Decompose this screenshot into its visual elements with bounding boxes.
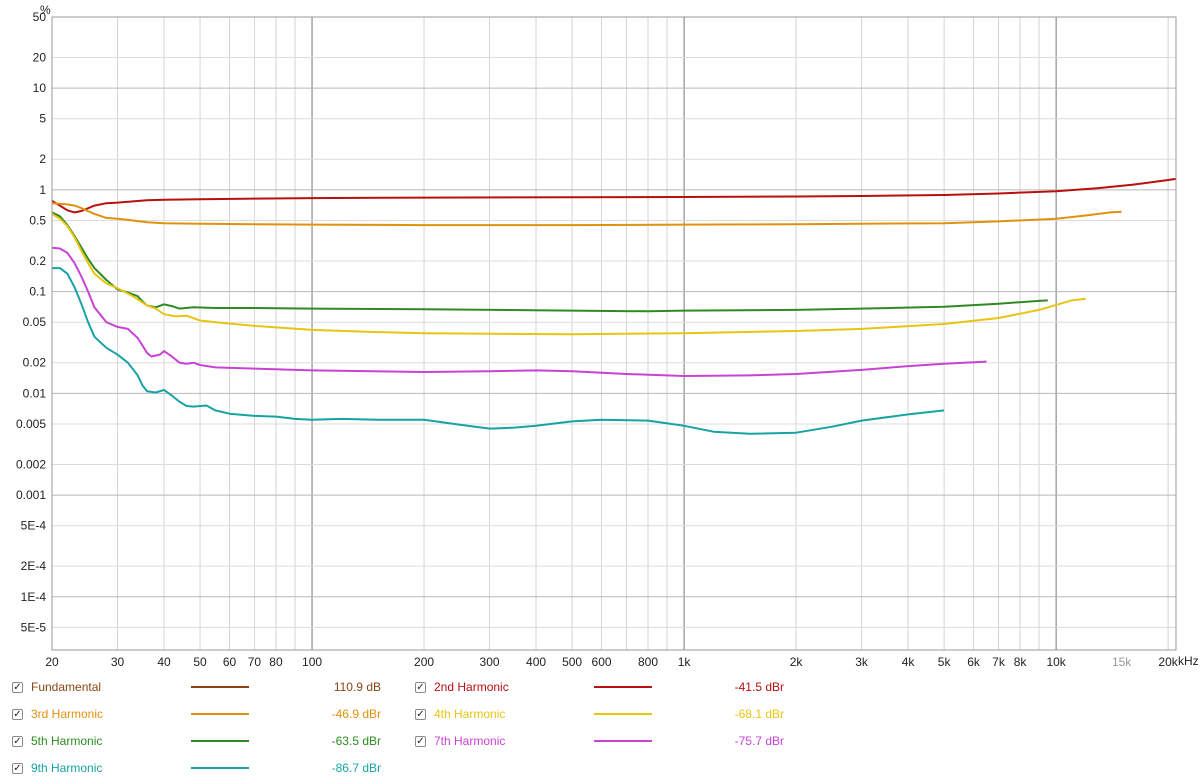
x-tick-label: 200 xyxy=(414,655,434,669)
y-tick-label: 1E-4 xyxy=(21,590,47,604)
x-tick-label: 5k xyxy=(938,655,952,669)
legend-swatch xyxy=(191,740,249,742)
legend-label: 5th Harmonic xyxy=(31,734,103,748)
checkbox-icon[interactable]: ✓ xyxy=(12,762,23,774)
x-tick-label: 70 xyxy=(248,655,262,669)
x-tick-label: 10k xyxy=(1046,655,1066,669)
legend-item-5th-harmonic[interactable]: ✓ 5th Harmonic -63.5 dBr xyxy=(12,730,381,752)
x-tick-label: 100 xyxy=(302,655,322,669)
y-tick-label: 1 xyxy=(39,183,46,197)
y-tick-label: 5E-5 xyxy=(21,620,47,634)
legend-value: -75.7 dBr xyxy=(734,734,784,748)
series-line-9th-harmonic xyxy=(52,267,945,435)
x-tick-label: 600 xyxy=(592,655,612,669)
x-tick-label: 20k xyxy=(1158,655,1178,669)
legend-item-3rd-harmonic[interactable]: ✓ 3rd Harmonic -46.9 dBr xyxy=(12,703,381,725)
checkbox-icon[interactable]: ✓ xyxy=(12,708,23,720)
checkbox-icon[interactable]: ✓ xyxy=(12,735,23,747)
legend-swatch xyxy=(594,740,652,742)
legend-value: -68.1 dBr xyxy=(734,707,784,721)
y-tick-labels: 50 20 10 5 2 1 0.5 0.2 0.1 0.05 0.02 0.01 0.005 0.002… xyxy=(16,10,46,634)
x-tick-label: 80 xyxy=(269,655,283,669)
plot-frame xyxy=(51,16,1177,651)
legend-swatch xyxy=(191,686,249,688)
legend-value: -46.9 dBr xyxy=(331,707,381,721)
y-tick-label: 2E-4 xyxy=(21,559,47,573)
x-tick-labels: 20 30 40 50 60 70 80 100 200 300 400 500 600 800 1k 2k 3… xyxy=(45,655,1178,669)
y-tick-label: 20 xyxy=(33,50,47,64)
y-tick-label: 0.2 xyxy=(29,254,46,268)
y-tick-label: 2 xyxy=(39,152,46,166)
y-tick-label: 0.02 xyxy=(23,356,47,370)
x-tick-label: 3k xyxy=(855,655,869,669)
legend: ✓ Fundamental 110.9 dB ✓ 2nd Harmonic -4… xyxy=(0,674,1200,784)
x-tick-label: 30 xyxy=(111,655,125,669)
y-tick-label: 0.5 xyxy=(29,213,46,227)
legend-label: 3rd Harmonic xyxy=(31,707,104,721)
legend-label: Fundamental xyxy=(31,680,102,694)
x-tick-label: 4k xyxy=(902,655,916,669)
x-tick-label: 8k xyxy=(1014,655,1028,669)
y-unit-label: % xyxy=(40,3,51,17)
series-lines xyxy=(51,177,1177,435)
y-tick-label: 0.001 xyxy=(16,488,46,502)
y-tick-label: 0.002 xyxy=(16,457,46,471)
x-tick-label: 6k xyxy=(967,655,981,669)
legend-swatch xyxy=(191,767,249,769)
x-tick-label: 7k xyxy=(992,655,1006,669)
y-tick-label: 0.01 xyxy=(23,386,47,400)
checkbox-icon[interactable]: ✓ xyxy=(12,681,23,693)
x-tick-label: 20 xyxy=(45,655,59,669)
x-tick-label: 300 xyxy=(480,655,500,669)
x-tick-label: 500 xyxy=(562,655,582,669)
checkbox-icon[interactable]: ✓ xyxy=(415,708,426,720)
legend-value: -63.5 dBr xyxy=(331,734,381,748)
legend-label: 9th Harmonic xyxy=(31,761,103,775)
y-tick-label: 0.1 xyxy=(29,285,46,299)
y-tick-label: 10 xyxy=(33,81,47,95)
legend-value: -86.7 dBr xyxy=(331,761,381,775)
y-tick-label: 5E-4 xyxy=(21,519,47,533)
series-line-4th-harmonic xyxy=(51,213,1086,336)
distortion-chart: 50 20 10 5 2 1 0.5 0.2 0.1 0.05 0.02 0.01 0.005 0.002… xyxy=(16,3,1199,669)
legend-label: 4th Harmonic xyxy=(434,707,506,721)
legend-item-fundamental[interactable]: ✓ Fundamental 110.9 dB xyxy=(12,676,381,698)
checkbox-icon[interactable]: ✓ xyxy=(415,735,426,747)
x-tick-label: 1k xyxy=(678,655,692,669)
x-tick-label: 15k xyxy=(1112,655,1132,669)
legend-swatch xyxy=(594,686,652,688)
legend-item-4th-harmonic[interactable]: ✓ 4th Harmonic -68.1 dBr xyxy=(415,703,784,725)
legend-item-9th-harmonic[interactable]: ✓ 9th Harmonic -86.7 dBr xyxy=(12,757,381,779)
checkbox-icon[interactable]: ✓ xyxy=(415,681,426,693)
legend-item-2nd-harmonic[interactable]: ✓ 2nd Harmonic -41.5 dBr xyxy=(415,676,784,698)
legend-label: 2nd Harmonic xyxy=(434,680,509,694)
x-tick-label: 800 xyxy=(638,655,658,669)
legend-item-7th-harmonic[interactable]: ✓ 7th Harmonic -75.7 dBr xyxy=(415,730,784,752)
y-tick-label: 0.005 xyxy=(16,417,46,431)
series-line-7th-harmonic xyxy=(51,246,987,377)
x-tick-label: 400 xyxy=(526,655,546,669)
legend-swatch xyxy=(594,713,652,715)
x-tick-label: 50 xyxy=(193,655,207,669)
legend-label: 7th Harmonic xyxy=(434,734,506,748)
legend-swatch xyxy=(191,713,249,715)
legend-value: -41.5 dBr xyxy=(734,680,784,694)
legend-value: 110.9 dB xyxy=(333,680,381,694)
y-tick-label: 50 xyxy=(33,10,47,24)
x-tick-label: 2k xyxy=(790,655,804,669)
y-tick-label: 0.05 xyxy=(23,315,47,329)
x-unit-label: kHz xyxy=(1178,654,1199,668)
series-line-3rd-harmonic xyxy=(51,202,1122,227)
x-tick-label: 40 xyxy=(157,655,171,669)
series-line-5th-harmonic xyxy=(51,211,1048,313)
x-tick-label: 60 xyxy=(223,655,237,669)
y-tick-label: 5 xyxy=(39,112,46,126)
